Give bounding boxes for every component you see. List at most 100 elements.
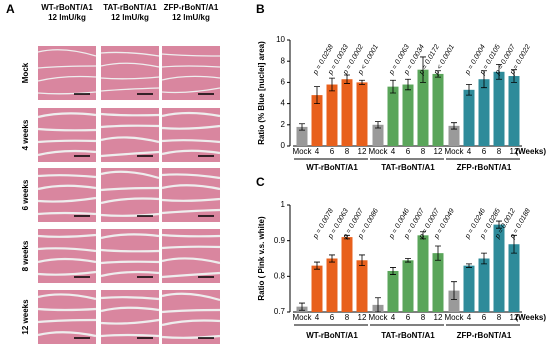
- error-bar: [314, 261, 320, 270]
- muscle-gap: [37, 65, 97, 69]
- x-tick-label: 12: [510, 147, 519, 156]
- error-bar: [405, 78, 411, 91]
- muscle-gap: [161, 334, 221, 339]
- muscle-gap: [100, 197, 160, 205]
- column-header: 12 lmU/kg: [48, 13, 86, 22]
- bar: [463, 265, 475, 312]
- muscle-gap: [37, 91, 97, 95]
- muscle-gap: [161, 257, 221, 265]
- muscle-gap: [37, 307, 97, 312]
- y-tick-label: 0.7: [274, 307, 286, 316]
- muscle-gap: [161, 245, 221, 250]
- x-tick-label: 12: [358, 313, 367, 322]
- muscle-gap: [37, 211, 97, 216]
- x-tick-label: 4: [391, 313, 396, 322]
- x-tick-label: 8: [345, 313, 350, 322]
- x-tick-label: Mock: [368, 313, 388, 322]
- y-tick-label: 6: [281, 78, 286, 87]
- column-header: WT-rBoNT/A1: [41, 3, 93, 12]
- error-bar: [435, 245, 441, 261]
- panel-label: A: [6, 2, 15, 16]
- muscle-gap: [100, 248, 160, 253]
- muscle-gap: [161, 53, 221, 57]
- error-bar: [329, 254, 335, 263]
- muscle-gap: [100, 136, 160, 144]
- y-tick-label: 8: [281, 56, 286, 65]
- x-tick-label: 8: [497, 147, 502, 156]
- muscle-gap: [100, 233, 160, 240]
- muscle-gap: [37, 49, 97, 57]
- muscle-gap: [100, 112, 160, 117]
- histology-image: [162, 108, 220, 162]
- bar: [311, 265, 323, 312]
- muscle-gap: [161, 173, 221, 180]
- error-bar: [344, 74, 350, 84]
- panel-label: B: [256, 2, 265, 16]
- muscle-gap: [100, 87, 160, 92]
- error-bar: [359, 254, 365, 267]
- histology-image: [101, 168, 159, 222]
- bar: [356, 82, 368, 146]
- muscle-gap: [161, 111, 221, 118]
- muscle-gap: [161, 65, 221, 68]
- error-bar: [481, 252, 487, 265]
- histology-image: [162, 290, 220, 344]
- group-label: WT-rBoNT/A1: [306, 163, 358, 172]
- muscle-gap: [100, 62, 160, 68]
- error-bar: [390, 267, 396, 275]
- muscle-gap: [161, 308, 221, 314]
- y-axis-label: Ratio ( Pink v.s. white): [257, 216, 266, 301]
- bar: [417, 235, 429, 312]
- x-tick-label: 4: [467, 147, 472, 156]
- muscle-gap: [100, 306, 160, 313]
- row-label: 4 weeks: [21, 119, 30, 150]
- muscle-gap: [100, 124, 160, 129]
- group-label: ZFP-rBoNT/A1: [457, 163, 512, 172]
- muscle-gap: [37, 257, 97, 264]
- muscle-gap: [100, 51, 160, 57]
- x-tick-label: 4: [391, 147, 396, 156]
- bar: [341, 237, 353, 312]
- bar: [341, 79, 353, 146]
- column-header: TAT-rBoNT/A1: [103, 3, 157, 12]
- error-bar: [466, 263, 472, 268]
- x-tick-label: 6: [330, 313, 335, 322]
- muscle-gap: [100, 170, 160, 180]
- muscle-gap: [161, 319, 221, 327]
- error-bar: [420, 231, 426, 240]
- column-header: 12 lmU/kg: [111, 13, 149, 22]
- muscle-gap: [100, 333, 160, 338]
- histology-image: [101, 46, 159, 100]
- x-tick-label: 6: [330, 147, 335, 156]
- x-tick-label: 6: [406, 313, 411, 322]
- error-bar: [329, 77, 335, 92]
- x-tick-label: Mock: [444, 313, 464, 322]
- bar: [478, 258, 490, 312]
- muscle-gap: [37, 112, 97, 119]
- error-bar: [511, 234, 517, 254]
- muscle-gap: [37, 139, 97, 144]
- muscle-gap: [161, 149, 221, 156]
- error-bar: [420, 56, 426, 83]
- x-tick-label: 6: [406, 147, 411, 156]
- bar: [508, 244, 520, 312]
- error-bar: [375, 121, 381, 129]
- row-label: 8 weeks: [21, 240, 30, 271]
- bar: [402, 84, 414, 146]
- muscle-gap: [100, 296, 160, 301]
- muscle-gap: [37, 75, 97, 82]
- bar: [387, 86, 399, 146]
- bar: [417, 69, 429, 146]
- muscle-gap: [161, 292, 221, 302]
- x-tick-label: 8: [421, 313, 426, 322]
- muscle-gap: [100, 150, 160, 158]
- muscle-gap: [161, 233, 221, 238]
- muscle-gap: [161, 271, 221, 279]
- x-unit: (Weeks): [515, 147, 546, 156]
- muscle-gap: [37, 196, 97, 203]
- x-tick-label: Mock: [292, 147, 312, 156]
- x-tick-label: Mock: [292, 313, 312, 322]
- muscle-gap: [100, 76, 160, 80]
- muscle-gap: [161, 197, 221, 202]
